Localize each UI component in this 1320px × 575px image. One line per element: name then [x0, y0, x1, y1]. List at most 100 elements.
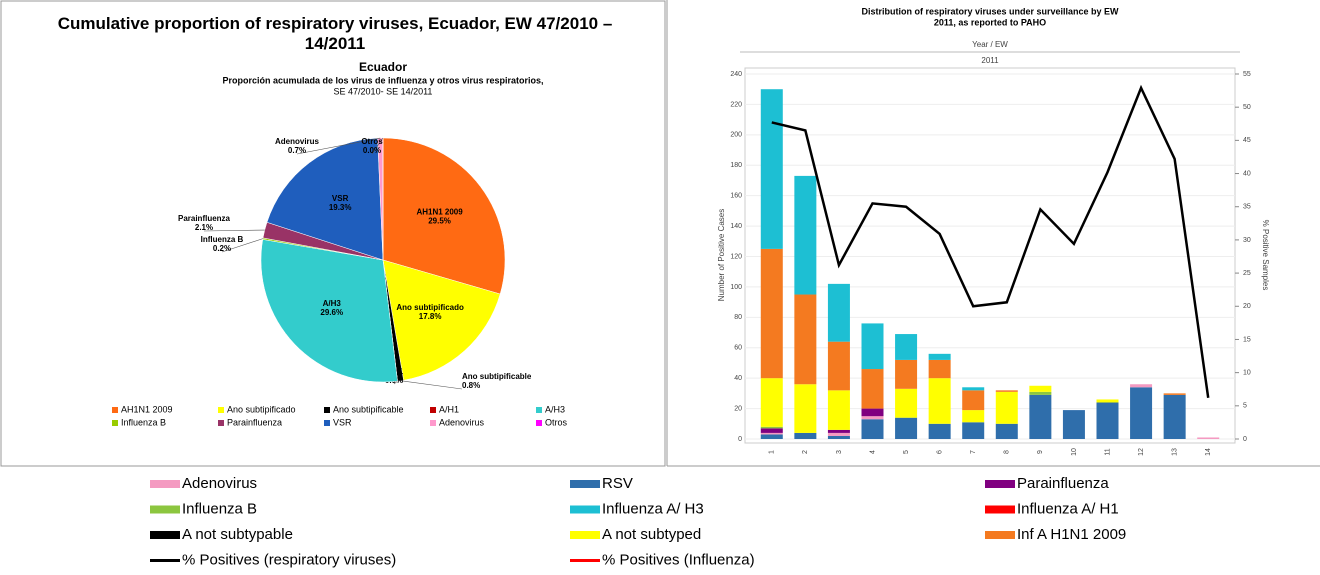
bar-segment	[794, 384, 817, 433]
bar-segment	[760, 432, 783, 435]
legend-swatch	[324, 407, 330, 413]
y-tick-label: 160	[730, 193, 742, 200]
slice-value: 29.6%	[320, 308, 343, 317]
y2-tick-label: 0	[1243, 436, 1247, 443]
x-tick-label: 13	[1171, 448, 1178, 456]
bar-segment	[827, 283, 850, 342]
bar-segment	[928, 359, 951, 379]
bar-segment	[962, 390, 985, 411]
bar-segment	[827, 341, 850, 391]
line-series	[771, 84, 1210, 399]
bar-segment	[760, 434, 783, 439]
legend-label: A/H3	[545, 404, 565, 414]
x-tick-label: 5	[903, 450, 910, 454]
x-group: 2011	[981, 56, 999, 65]
bar-segment	[760, 426, 783, 429]
pie-inner-title: Ecuador	[359, 60, 407, 74]
y2-tick-label: 10	[1243, 369, 1251, 376]
slice-value: 17.8%	[419, 312, 442, 321]
legend-swatch	[150, 531, 180, 539]
legend-swatch	[112, 420, 118, 426]
bar-segment	[1062, 410, 1085, 439]
pie-slice	[266, 137, 384, 261]
x-tick-label: 10	[1071, 448, 1078, 456]
legend-swatch	[570, 531, 600, 539]
pie-subtitle: SE 47/2010- SE 14/2011	[334, 86, 433, 96]
bar-segment	[861, 323, 884, 370]
x-tick-label: 12	[1138, 448, 1145, 456]
bar-segment	[1130, 384, 1153, 388]
y2-tick-label: 15	[1243, 336, 1251, 343]
y-tick-label: 120	[730, 253, 742, 260]
legend-swatch	[570, 480, 600, 488]
slice-value: 0.8%	[462, 381, 480, 390]
bar-segment	[861, 408, 884, 417]
slice-label: VSR	[332, 194, 349, 203]
y-axis-label: Number of Positive Cases	[717, 209, 726, 301]
y-tick-label: 140	[730, 223, 742, 230]
bar-segment	[827, 429, 850, 433]
y-tick-label: 40	[734, 375, 742, 382]
bar-segment	[928, 378, 951, 424]
bar-segment	[1096, 402, 1119, 439]
leader-line	[203, 229, 265, 232]
legend-label: VSR	[333, 417, 352, 427]
slice-value: 0.2%	[213, 244, 231, 253]
x-tick-label: 11	[1104, 448, 1111, 455]
x-tick-label: 7	[970, 450, 977, 454]
legend-label: % Positives (Influenza)	[602, 551, 755, 568]
y2-tick-label: 40	[1243, 170, 1251, 177]
bar-segment	[794, 294, 817, 385]
legend-label: Parainfluenza	[227, 417, 282, 427]
bar-segment	[1163, 394, 1186, 439]
slice-label: Influenza B	[201, 235, 244, 244]
y-tick-label: 20	[734, 405, 742, 412]
x-tick-label: 14	[1205, 448, 1212, 456]
legend-swatch	[150, 505, 180, 514]
y2-tick-label: 5	[1243, 403, 1247, 410]
leader-line	[400, 380, 463, 390]
bar-segment	[995, 423, 1018, 439]
bar-segment	[1029, 394, 1052, 439]
slice-label: AH1N1 2009	[416, 208, 463, 217]
y-tick-label: 100	[730, 284, 742, 291]
bar-segment	[962, 422, 985, 439]
legend-label: A not subtypable	[182, 526, 293, 543]
legend-swatch	[985, 531, 1015, 539]
bar-segment	[827, 432, 850, 436]
legend-label: Influenza B	[121, 417, 166, 427]
leader-line	[221, 238, 263, 253]
y-tick-label: 220	[730, 101, 742, 108]
x-tick-label: 3	[836, 450, 843, 454]
slice-label: Parainfluenza	[178, 214, 231, 223]
x-header: Year / EW	[972, 40, 1008, 49]
legend-swatch	[536, 420, 542, 426]
bar-segment	[1163, 393, 1186, 395]
legend-label: A/H1	[439, 404, 459, 414]
bar-subtitle: 2011, as reported to PAHO	[934, 17, 1046, 27]
legend-swatch	[430, 420, 436, 426]
slice-label: Ano subtipificable	[462, 372, 532, 381]
leader-line	[296, 137, 381, 155]
legend-swatch	[218, 420, 224, 426]
slice-value: 2.1%	[195, 223, 213, 232]
bar-segment	[928, 423, 951, 439]
legend-label: Influenza B	[182, 500, 257, 517]
y-tick-label: 240	[730, 71, 742, 78]
slice-value: 19.3%	[329, 203, 352, 212]
legend-label: % Positives (respiratory viruses)	[182, 551, 396, 568]
legend-label: AH1N1 2009	[121, 404, 173, 414]
legend-label: Otros	[545, 417, 568, 427]
x-tick-label: 1	[769, 450, 776, 454]
bar-segment	[995, 391, 1018, 424]
legend-swatch	[218, 407, 224, 413]
legend-label: Parainfluenza	[1017, 475, 1109, 492]
y-tick-label: 180	[730, 162, 742, 169]
bar-segment	[895, 359, 918, 389]
pie-title: Cumulative proportion of respiratory vir…	[57, 14, 613, 53]
bar-segment	[1130, 387, 1153, 439]
legend-swatch	[985, 480, 1015, 488]
bar-segment	[861, 416, 884, 420]
pie-subtitle: Proporción acumulada de los virus de inf…	[222, 75, 543, 85]
